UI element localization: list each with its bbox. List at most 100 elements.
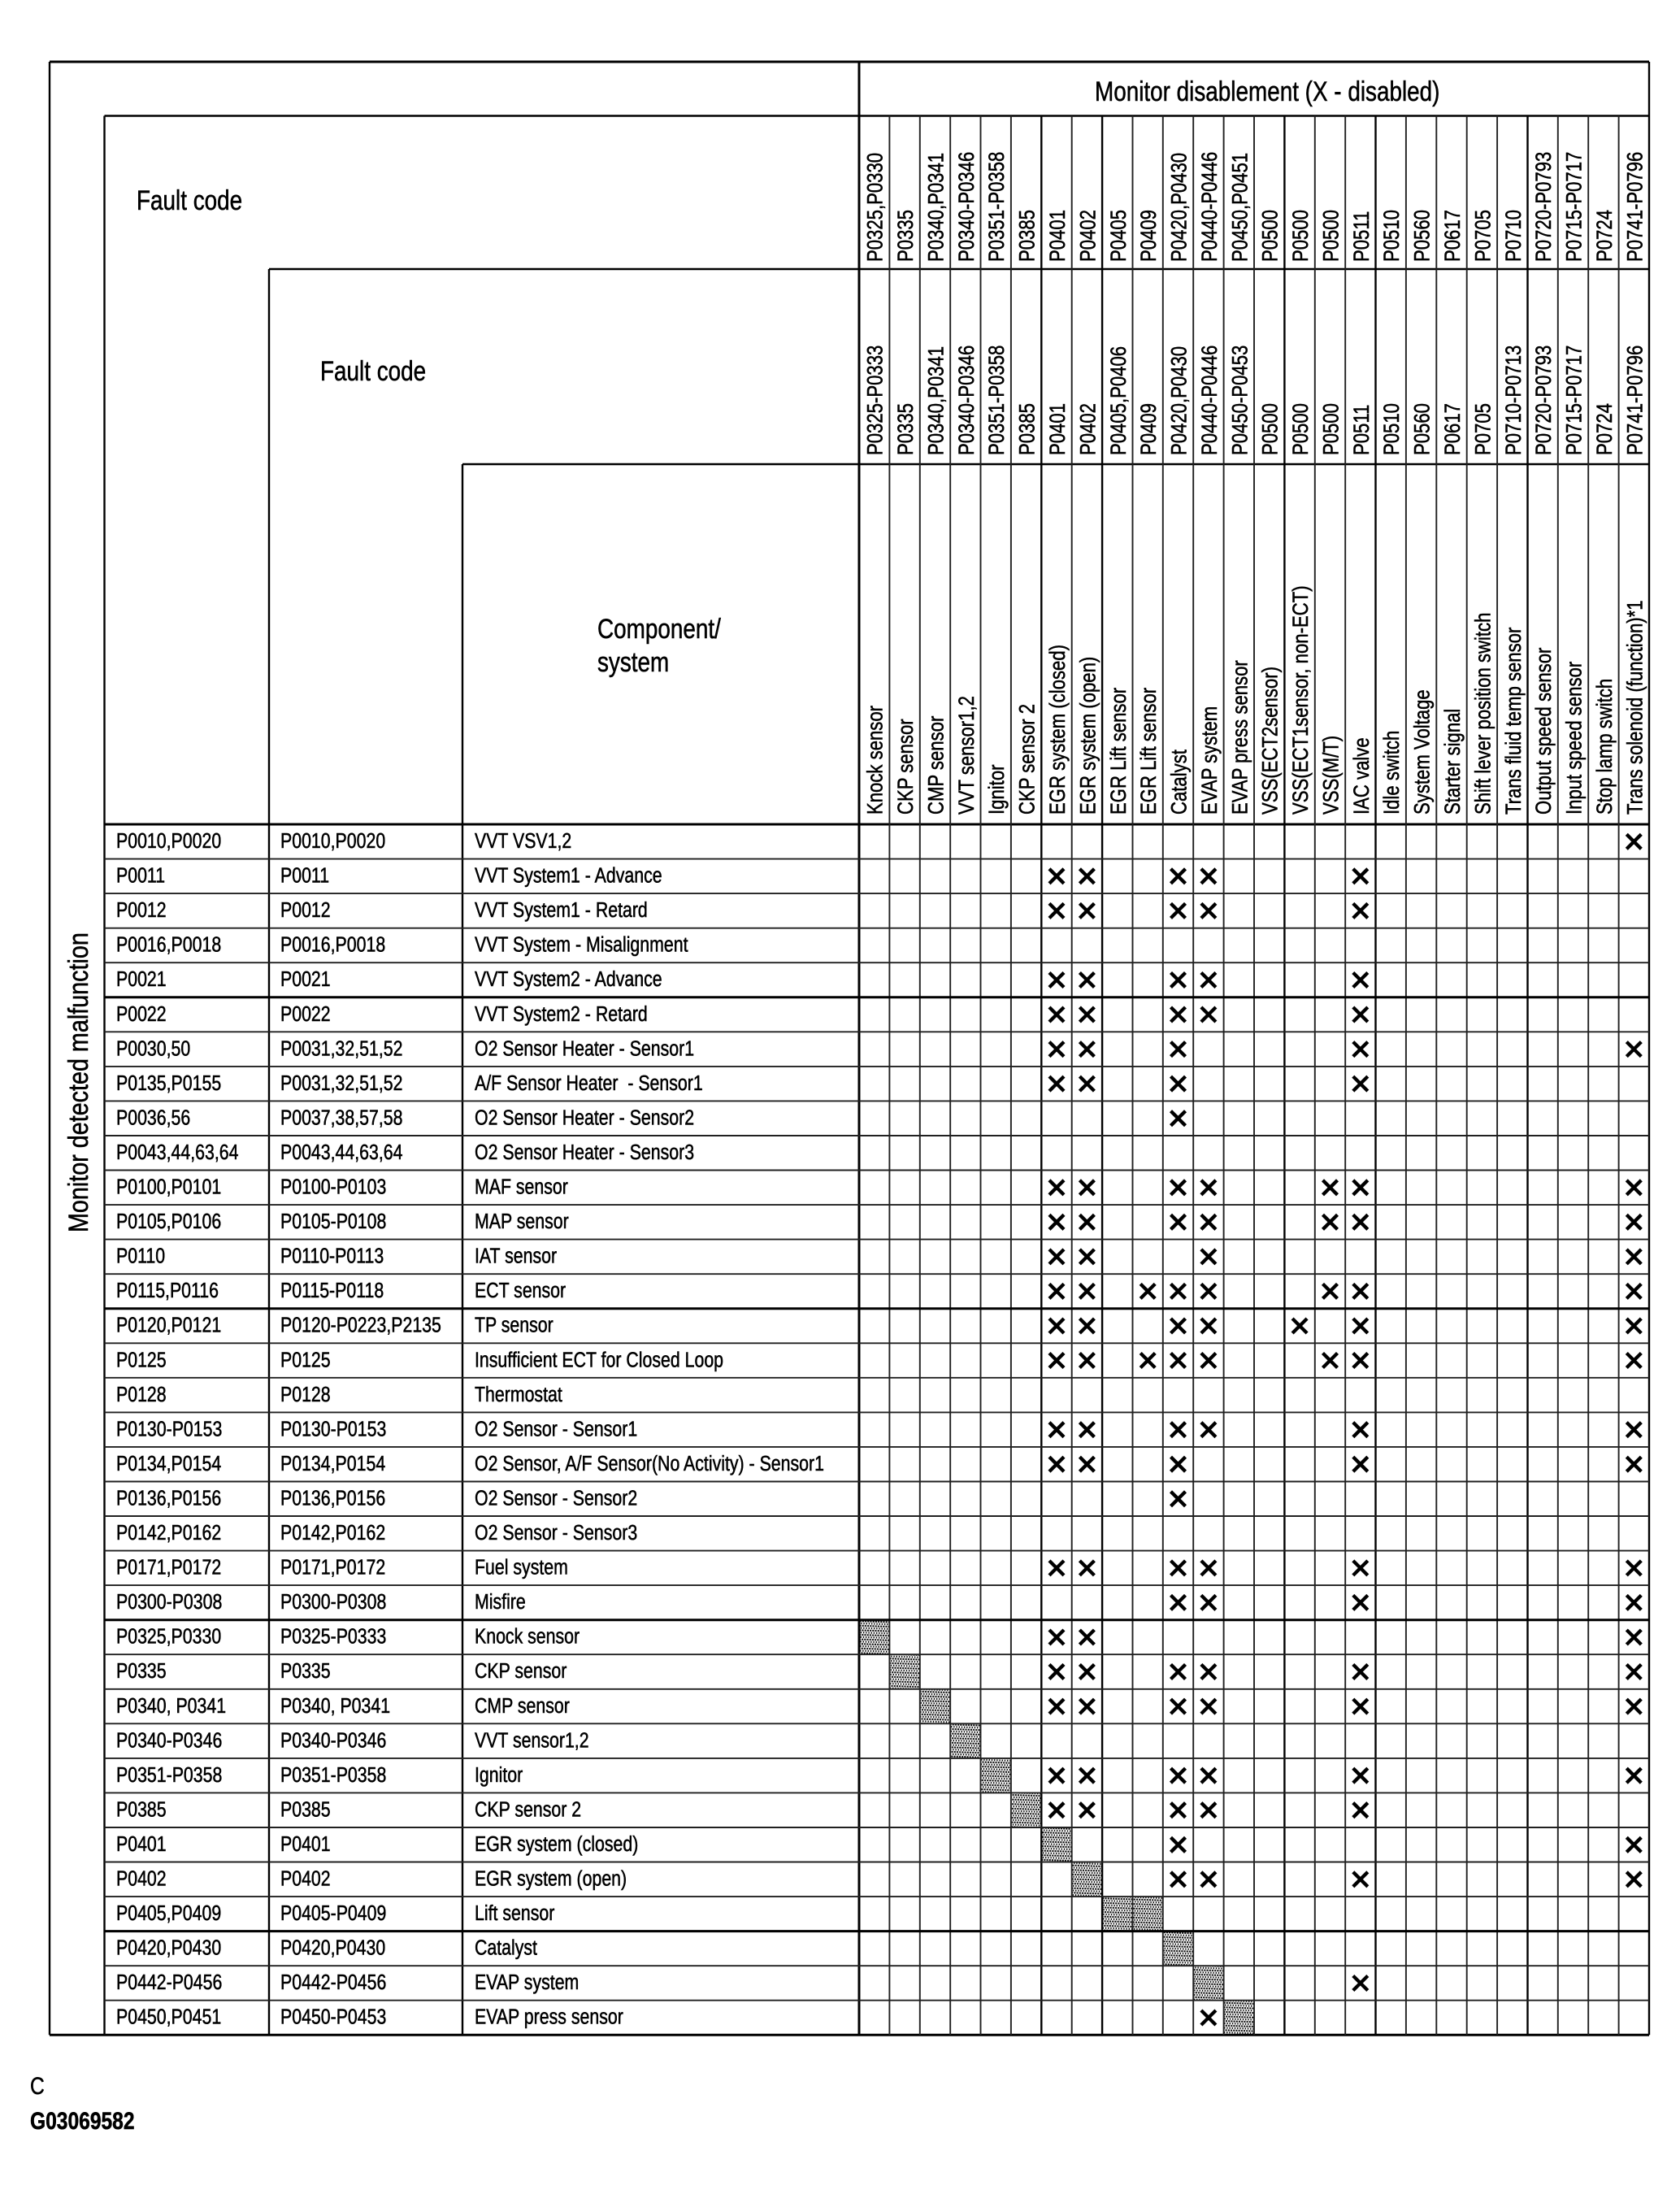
svg-text:P0115,P0116: P0115,P0116 <box>116 1279 219 1303</box>
svg-text:VSS(ECT2sensor): VSS(ECT2sensor) <box>1259 667 1283 815</box>
svg-text:P0420,P0430: P0420,P0430 <box>116 1936 221 1961</box>
svg-text:P0335: P0335 <box>116 1659 167 1684</box>
svg-text:EGR system (open): EGR system (open) <box>1076 657 1100 815</box>
svg-text:P0011: P0011 <box>116 864 165 889</box>
svg-text:P0510: P0510 <box>1380 210 1404 262</box>
svg-text:P0325,P0330: P0325,P0330 <box>864 153 888 262</box>
svg-text:P0130-P0153: P0130-P0153 <box>280 1417 386 1441</box>
svg-text:CMP sensor: CMP sensor <box>475 1694 570 1719</box>
svg-text:P0724: P0724 <box>1593 210 1617 262</box>
svg-text:P0500: P0500 <box>1320 210 1344 262</box>
svg-text:P0135,P0155: P0135,P0155 <box>116 1071 221 1096</box>
svg-text:P0705: P0705 <box>1471 403 1496 455</box>
svg-text:Knock sensor: Knock sensor <box>475 1625 580 1649</box>
svg-text:VVT System1 - Retard: VVT System1 - Retard <box>475 898 648 923</box>
svg-text:P0340, P0341: P0340, P0341 <box>280 1694 390 1719</box>
svg-text:CKP sensor: CKP sensor <box>894 719 918 815</box>
svg-text:G03069582: G03069582 <box>30 2107 135 2135</box>
svg-text:P0325-P0333: P0325-P0333 <box>864 345 888 455</box>
svg-text:P0300-P0308: P0300-P0308 <box>280 1590 386 1614</box>
svg-text:P0420,P0430: P0420,P0430 <box>1168 346 1192 455</box>
svg-text:P0010,P0020: P0010,P0020 <box>280 829 385 854</box>
svg-text:VVT System1 - Advance: VVT System1 - Advance <box>475 864 662 889</box>
svg-text:P0120-P0223,P2135: P0120-P0223,P2135 <box>280 1314 441 1338</box>
svg-text:P0420,P0430: P0420,P0430 <box>1168 153 1192 262</box>
svg-text:P0351-P0358: P0351-P0358 <box>116 1763 222 1788</box>
svg-text:P0128: P0128 <box>280 1383 331 1407</box>
svg-text:P0100,P0101: P0100,P0101 <box>116 1175 221 1200</box>
svg-text:CKP sensor: CKP sensor <box>475 1659 567 1684</box>
svg-text:O2 Sensor Heater - Sensor1: O2 Sensor Heater - Sensor1 <box>475 1036 694 1061</box>
svg-text:Monitor disablement (X - disab: Monitor disablement (X - disabled) <box>1095 76 1439 106</box>
svg-text:P0115-P0118: P0115-P0118 <box>280 1279 384 1303</box>
svg-text:P0105-P0108: P0105-P0108 <box>280 1210 386 1234</box>
svg-text:P0385: P0385 <box>1016 403 1040 455</box>
svg-text:Trans fluid temp sensor: Trans fluid temp sensor <box>1502 628 1526 815</box>
svg-text:VVT System2 - Advance: VVT System2 - Advance <box>475 967 662 992</box>
svg-text:P0405,P0406: P0405,P0406 <box>1107 346 1131 455</box>
svg-text:O2 Sensor - Sensor2: O2 Sensor - Sensor2 <box>475 1487 637 1511</box>
svg-text:P0560: P0560 <box>1411 210 1435 262</box>
svg-text:EVAP press sensor: EVAP press sensor <box>475 2005 623 2030</box>
svg-text:CMP sensor: CMP sensor <box>925 716 949 815</box>
svg-text:P0741-P0796: P0741-P0796 <box>1623 152 1647 262</box>
svg-text:Catalyst: Catalyst <box>475 1936 537 1961</box>
svg-text:Idle switch: Idle switch <box>1380 731 1404 815</box>
svg-text:O2 Sensor Heater - Sensor3: O2 Sensor Heater - Sensor3 <box>475 1141 694 1165</box>
svg-text:P0409: P0409 <box>1137 210 1161 262</box>
svg-text:Knock sensor: Knock sensor <box>864 706 888 815</box>
svg-text:P0136,P0156: P0136,P0156 <box>280 1487 385 1511</box>
svg-text:Starter signal: Starter signal <box>1441 709 1465 815</box>
svg-text:P0340-P0346: P0340-P0346 <box>116 1728 222 1753</box>
svg-text:P0510: P0510 <box>1380 403 1404 455</box>
svg-text:P0340-P0346: P0340-P0346 <box>955 345 979 455</box>
svg-text:EVAP press sensor: EVAP press sensor <box>1228 660 1252 815</box>
svg-text:P0617: P0617 <box>1441 403 1465 455</box>
svg-text:P0351-P0358: P0351-P0358 <box>985 152 1009 262</box>
svg-text:P0022: P0022 <box>116 1002 167 1027</box>
svg-text:P0120,P0121: P0120,P0121 <box>116 1314 221 1338</box>
svg-text:MAF sensor: MAF sensor <box>475 1175 568 1200</box>
svg-text:O2 Sensor, A/F Sensor(No Activ: O2 Sensor, A/F Sensor(No Activity) - Sen… <box>475 1452 824 1476</box>
svg-text:P0500: P0500 <box>1289 403 1313 455</box>
svg-text:P0409: P0409 <box>1137 403 1161 455</box>
svg-text:P0401: P0401 <box>116 1832 167 1857</box>
svg-text:P0715-P0717: P0715-P0717 <box>1563 152 1587 262</box>
svg-text:P0136,P0156: P0136,P0156 <box>116 1487 221 1511</box>
svg-text:P0500: P0500 <box>1259 210 1283 262</box>
svg-text:P0560: P0560 <box>1411 403 1435 455</box>
svg-text:P0405,P0409: P0405,P0409 <box>116 1901 221 1926</box>
svg-text:P0031,32,51,52: P0031,32,51,52 <box>280 1036 403 1061</box>
svg-text:P0340,P0341: P0340,P0341 <box>925 153 949 262</box>
svg-text:P0741-P0796: P0741-P0796 <box>1623 345 1647 455</box>
svg-text:P0511: P0511 <box>1350 405 1374 455</box>
svg-text:P0401: P0401 <box>280 1832 331 1857</box>
svg-text:P0335: P0335 <box>894 403 918 455</box>
svg-text:P0335: P0335 <box>280 1659 331 1684</box>
svg-text:Stop lamp switch: Stop lamp switch <box>1593 679 1617 815</box>
svg-text:EGR system (closed): EGR system (closed) <box>1046 645 1070 815</box>
svg-text:P0385: P0385 <box>1016 210 1040 262</box>
svg-text:P0012: P0012 <box>280 898 331 923</box>
svg-text:P0420,P0430: P0420,P0430 <box>280 1936 385 1961</box>
svg-text:Fault code: Fault code <box>320 355 426 386</box>
svg-text:Shift lever position switch: Shift lever position switch <box>1471 613 1496 815</box>
svg-text:P0385: P0385 <box>280 1797 331 1822</box>
svg-text:P0043,44,63,64: P0043,44,63,64 <box>280 1141 403 1165</box>
svg-text:P0335: P0335 <box>894 210 918 262</box>
svg-text:C: C <box>30 2072 45 2100</box>
svg-text:P0450-P0453: P0450-P0453 <box>280 2005 386 2030</box>
svg-text:Misfire: Misfire <box>475 1590 526 1614</box>
svg-text:P0325,P0330: P0325,P0330 <box>116 1625 221 1649</box>
svg-text:P0450-P0453: P0450-P0453 <box>1228 345 1252 455</box>
svg-text:CKP sensor 2: CKP sensor 2 <box>475 1797 581 1822</box>
svg-text:IAT sensor: IAT sensor <box>475 1245 557 1269</box>
svg-text:P0125: P0125 <box>280 1348 331 1372</box>
svg-text:P0511: P0511 <box>1350 211 1374 262</box>
svg-text:P0021: P0021 <box>280 967 331 992</box>
svg-text:CKP sensor 2: CKP sensor 2 <box>1016 704 1040 815</box>
svg-text:P0031,32,51,52: P0031,32,51,52 <box>280 1071 403 1096</box>
svg-text:P0500: P0500 <box>1289 210 1313 262</box>
svg-text:O2 Sensor Heater - Sensor2: O2 Sensor Heater - Sensor2 <box>475 1106 694 1130</box>
svg-text:P0130-P0153: P0130-P0153 <box>116 1417 222 1441</box>
